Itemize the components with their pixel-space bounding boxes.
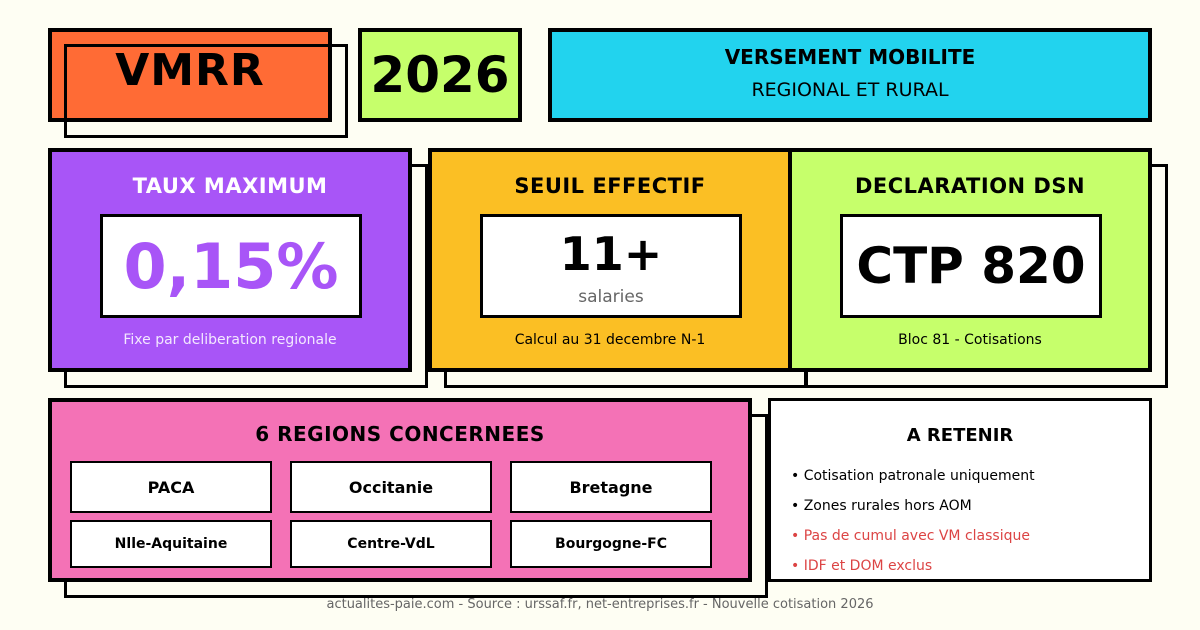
- acronym-box: [48, 28, 332, 122]
- threshold-value-box: 11+ salaries: [480, 214, 742, 318]
- regions-panel: 6 REGIONS CONCERNEES PACA Occitanie Bret…: [48, 398, 752, 582]
- dsn-value-box: CTP 820: [840, 214, 1102, 318]
- region-tile: Nlle-Aquitaine: [70, 520, 272, 568]
- title-line-1: VERSEMENT MOBILITE: [724, 45, 976, 69]
- rate-card-caption: Fixe par deliberation regionale: [123, 332, 337, 348]
- title-line-2: REGIONAL ET RURAL: [751, 79, 949, 101]
- key-points-panel: A RETENIR • Cotisation patronale uniquem…: [768, 398, 1152, 582]
- key-point: • Zones rurales hors AOM: [791, 498, 972, 514]
- dsn-card: DECLARATION DSN CTP 820 Bloc 81 - Cotisa…: [788, 148, 1152, 372]
- region-tile: Centre-VdL: [290, 520, 492, 568]
- dsn-value: CTP 820: [856, 237, 1086, 295]
- threshold-card-title: SEUIL EFFECTIF: [514, 174, 706, 198]
- threshold-unit: salaries: [578, 287, 644, 307]
- acronym-box-shadow: [64, 44, 348, 138]
- regions-title: 6 REGIONS CONCERNEES: [255, 422, 545, 446]
- rate-card-title: TAUX MAXIMUM: [132, 174, 328, 198]
- dsn-card-caption: Bloc 81 - Cotisations: [898, 332, 1042, 348]
- key-points-title: A RETENIR: [906, 425, 1014, 446]
- key-point-warning: • IDF et DOM exclus: [791, 558, 933, 574]
- rate-value-box: 0,15%: [100, 214, 362, 318]
- rate-card: TAUX MAXIMUM 0,15% Fixe par deliberation…: [48, 148, 412, 372]
- threshold-value: 11+: [559, 227, 663, 281]
- key-point-warning: • Pas de cumul avec VM classique: [791, 528, 1030, 544]
- region-tile: Occitanie: [290, 461, 492, 513]
- region-tile: Bourgogne-FC: [510, 520, 712, 568]
- key-point: • Cotisation patronale uniquement: [791, 468, 1035, 484]
- rate-value: 0,15%: [123, 229, 339, 303]
- title-banner: VERSEMENT MOBILITE REGIONAL ET RURAL: [548, 28, 1152, 122]
- source-footer: actualites-paie.com - Source : urssaf.fr…: [326, 597, 874, 612]
- threshold-card: SEUIL EFFECTIF 11+ salaries Calcul au 31…: [428, 148, 792, 372]
- year-badge: 2026: [358, 28, 522, 122]
- dsn-card-title: DECLARATION DSN: [854, 174, 1086, 198]
- region-tile: PACA: [70, 461, 272, 513]
- region-tile: Bretagne: [510, 461, 712, 513]
- acronym-label: VMRR: [115, 44, 265, 96]
- threshold-card-caption: Calcul au 31 decembre N-1: [514, 332, 706, 348]
